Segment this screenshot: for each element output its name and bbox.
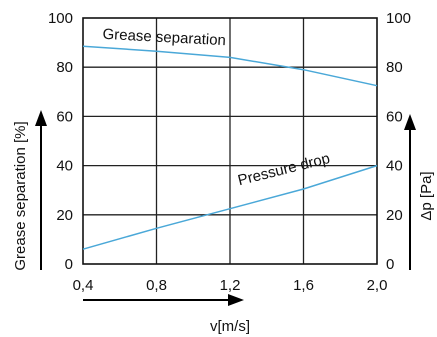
tick-labels: 0,4 0,8 1,2 1,6 2,0 0 20 40 60 80 100 0 20 40 60 80 100 [48, 10, 411, 294]
y-tick-label-left: 80 [56, 59, 73, 76]
y-tick-label-right: 20 [386, 207, 403, 224]
y-axis-left-label: Grease separation [%] [12, 121, 29, 270]
x-tick-label: 0,8 [146, 277, 167, 294]
y-axis-left-arrow [35, 110, 47, 270]
series-line-1 [82, 164, 378, 250]
y-tick-label-left: 40 [56, 158, 73, 175]
y-tick-label-right: 100 [386, 10, 411, 27]
y-axis-right-arrow [404, 114, 416, 270]
x-tick-label: 1,2 [220, 277, 241, 294]
y-tick-label-left: 20 [56, 207, 73, 224]
y-tick-label-right: 40 [386, 158, 403, 175]
grid [83, 18, 377, 264]
x-axis-arrow [83, 294, 244, 306]
y-tick-label-right: 60 [386, 108, 403, 125]
x-axis-label: v[m/s] [210, 318, 250, 335]
y-tick-label-right: 80 [386, 59, 403, 76]
y-tick-label-left: 100 [48, 10, 73, 27]
series-label-pressure-drop: Pressure drop [236, 150, 332, 189]
series-label-grease-separation: Grease separation [102, 26, 226, 49]
series-line-0 [82, 45, 378, 87]
y-tick-label-right: 0 [386, 256, 394, 273]
plot-frame [82, 17, 378, 265]
x-tick-label: 0,4 [73, 277, 94, 294]
y-axis-right-label: Δp [Pa] [418, 171, 435, 220]
y-tick-label-left: 60 [56, 108, 73, 125]
series-layer [82, 45, 378, 250]
plot-border [82, 17, 378, 265]
x-tick-label: 1,6 [293, 277, 314, 294]
x-tick-label: 2,0 [367, 277, 388, 294]
y-tick-label-left: 0 [65, 256, 73, 273]
